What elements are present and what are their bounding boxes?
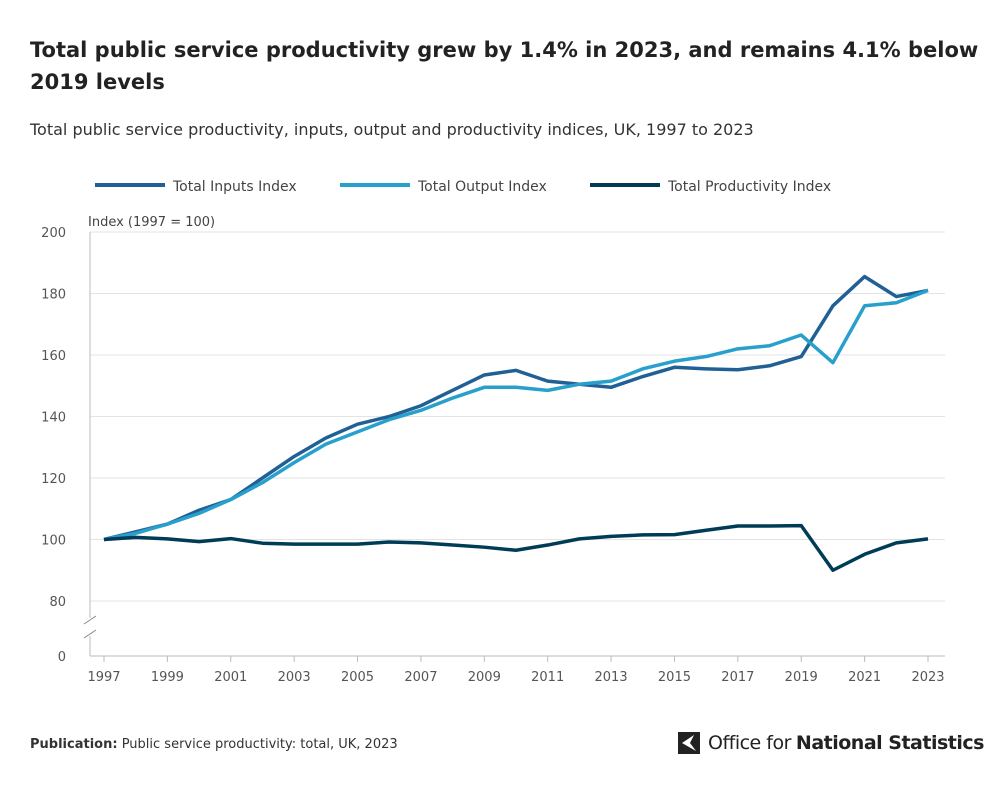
x-tick-label: 2015 <box>658 670 691 685</box>
legend-label: Total Inputs Index <box>172 179 297 195</box>
y-tick-label: 140 <box>41 411 66 426</box>
ons-logo: Office for National Statistics <box>676 730 984 756</box>
line-chart: 0 80 100 120 140 160 180 200 Index (1997 = 100) 1… <box>41 179 945 685</box>
legend-label: Total Output Index <box>417 179 547 195</box>
ons-logo-icon <box>678 732 700 754</box>
logo-text-office: Office for <box>708 732 791 754</box>
x-tick-label: 2009 <box>468 670 501 685</box>
x-tick-label: 2017 <box>721 670 754 685</box>
logo-text-national-statistics: National Statistics <box>795 732 985 754</box>
series-line-total-productivity-index <box>103 523 929 572</box>
y-axis-label: Index (1997 = 100) <box>88 215 215 230</box>
publication-label: Publication: <box>30 737 118 752</box>
x-tick-label: 2007 <box>404 670 437 685</box>
x-tick-label: 2019 <box>785 670 818 685</box>
x-tick-label: 2003 <box>278 670 311 685</box>
x-tick-label: 1999 <box>151 670 184 685</box>
x-tick-label: 2001 <box>214 670 247 685</box>
chart-title: Total public service productivity grew b… <box>30 38 979 94</box>
x-tick-label: 2013 <box>595 670 628 685</box>
publication-text: Public service productivity: total, UK, … <box>121 737 398 752</box>
axis-break-mark <box>83 615 97 625</box>
x-tick-label: 2023 <box>911 670 944 685</box>
publication-source: Publication: Public service productivity… <box>30 737 398 752</box>
chart-subtitle: Total public service productivity, input… <box>30 120 754 139</box>
axis-break-mark <box>83 629 97 639</box>
y-tick-label: 0 <box>58 650 66 665</box>
y-tick-label: 180 <box>41 288 66 303</box>
y-tick-label: 200 <box>41 226 66 241</box>
x-tick-label: 2011 <box>531 670 564 685</box>
y-tick-label: 100 <box>41 534 66 549</box>
x-tick-label: 2021 <box>848 670 881 685</box>
legend-label: Total Productivity Index <box>667 179 831 195</box>
y-tick-label: 120 <box>41 472 66 487</box>
x-tick-label: 1997 <box>87 670 120 685</box>
x-tick-label: 2005 <box>341 670 374 685</box>
y-tick-label: 80 <box>49 595 66 610</box>
y-tick-label: 160 <box>41 349 66 364</box>
series-line-total-output-index <box>103 288 929 542</box>
